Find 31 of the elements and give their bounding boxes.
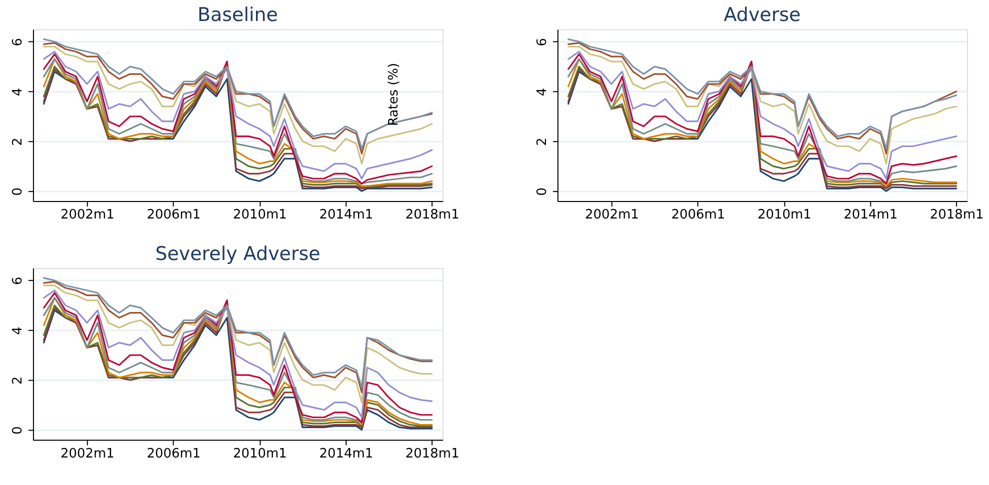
- y-tick-label: 2: [534, 138, 550, 146]
- x-tick-label: 2014m1: [844, 208, 898, 223]
- y-tick-label: 2: [10, 376, 26, 385]
- x-tick-label: 2006m1: [146, 208, 201, 223]
- x-tick-label: 2018m1: [405, 208, 460, 223]
- x-tick-label: 2010m1: [232, 446, 287, 462]
- y-tick-label: 4: [10, 326, 26, 335]
- chart-title: Severely Adverse: [155, 242, 320, 265]
- x-tick-label: 2018m1: [405, 446, 460, 462]
- y-tick-label: 4: [534, 88, 550, 96]
- y-tick-label: 0: [534, 187, 550, 196]
- chart-title: Adverse: [724, 4, 801, 26]
- y-tick-label: 0: [10, 187, 26, 196]
- x-tick-label: 2006m1: [671, 208, 726, 223]
- x-tick-label: 2010m1: [757, 208, 812, 223]
- y-tick-label: 6: [10, 38, 26, 46]
- x-tick-label: 2014m1: [319, 446, 374, 462]
- y-tick-label: 6: [10, 276, 26, 286]
- x-tick-label: 2006m1: [146, 446, 201, 462]
- x-tick-label: 2002m1: [60, 208, 114, 223]
- y-tick-label: 2: [10, 138, 26, 146]
- y-tick-label: 0: [10, 426, 26, 434]
- x-tick-label: 2002m1: [584, 208, 639, 223]
- x-tick-label: 2014m1: [319, 208, 374, 223]
- annotation: Rates (%): [386, 62, 402, 126]
- y-tick-label: 4: [10, 88, 26, 96]
- x-tick-label: 2018m1: [930, 208, 984, 223]
- chart-title: Baseline: [198, 4, 278, 26]
- x-tick-label: 2010m1: [232, 208, 287, 223]
- y-tick-label: 6: [534, 38, 550, 46]
- x-tick-label: 2002m1: [60, 446, 114, 462]
